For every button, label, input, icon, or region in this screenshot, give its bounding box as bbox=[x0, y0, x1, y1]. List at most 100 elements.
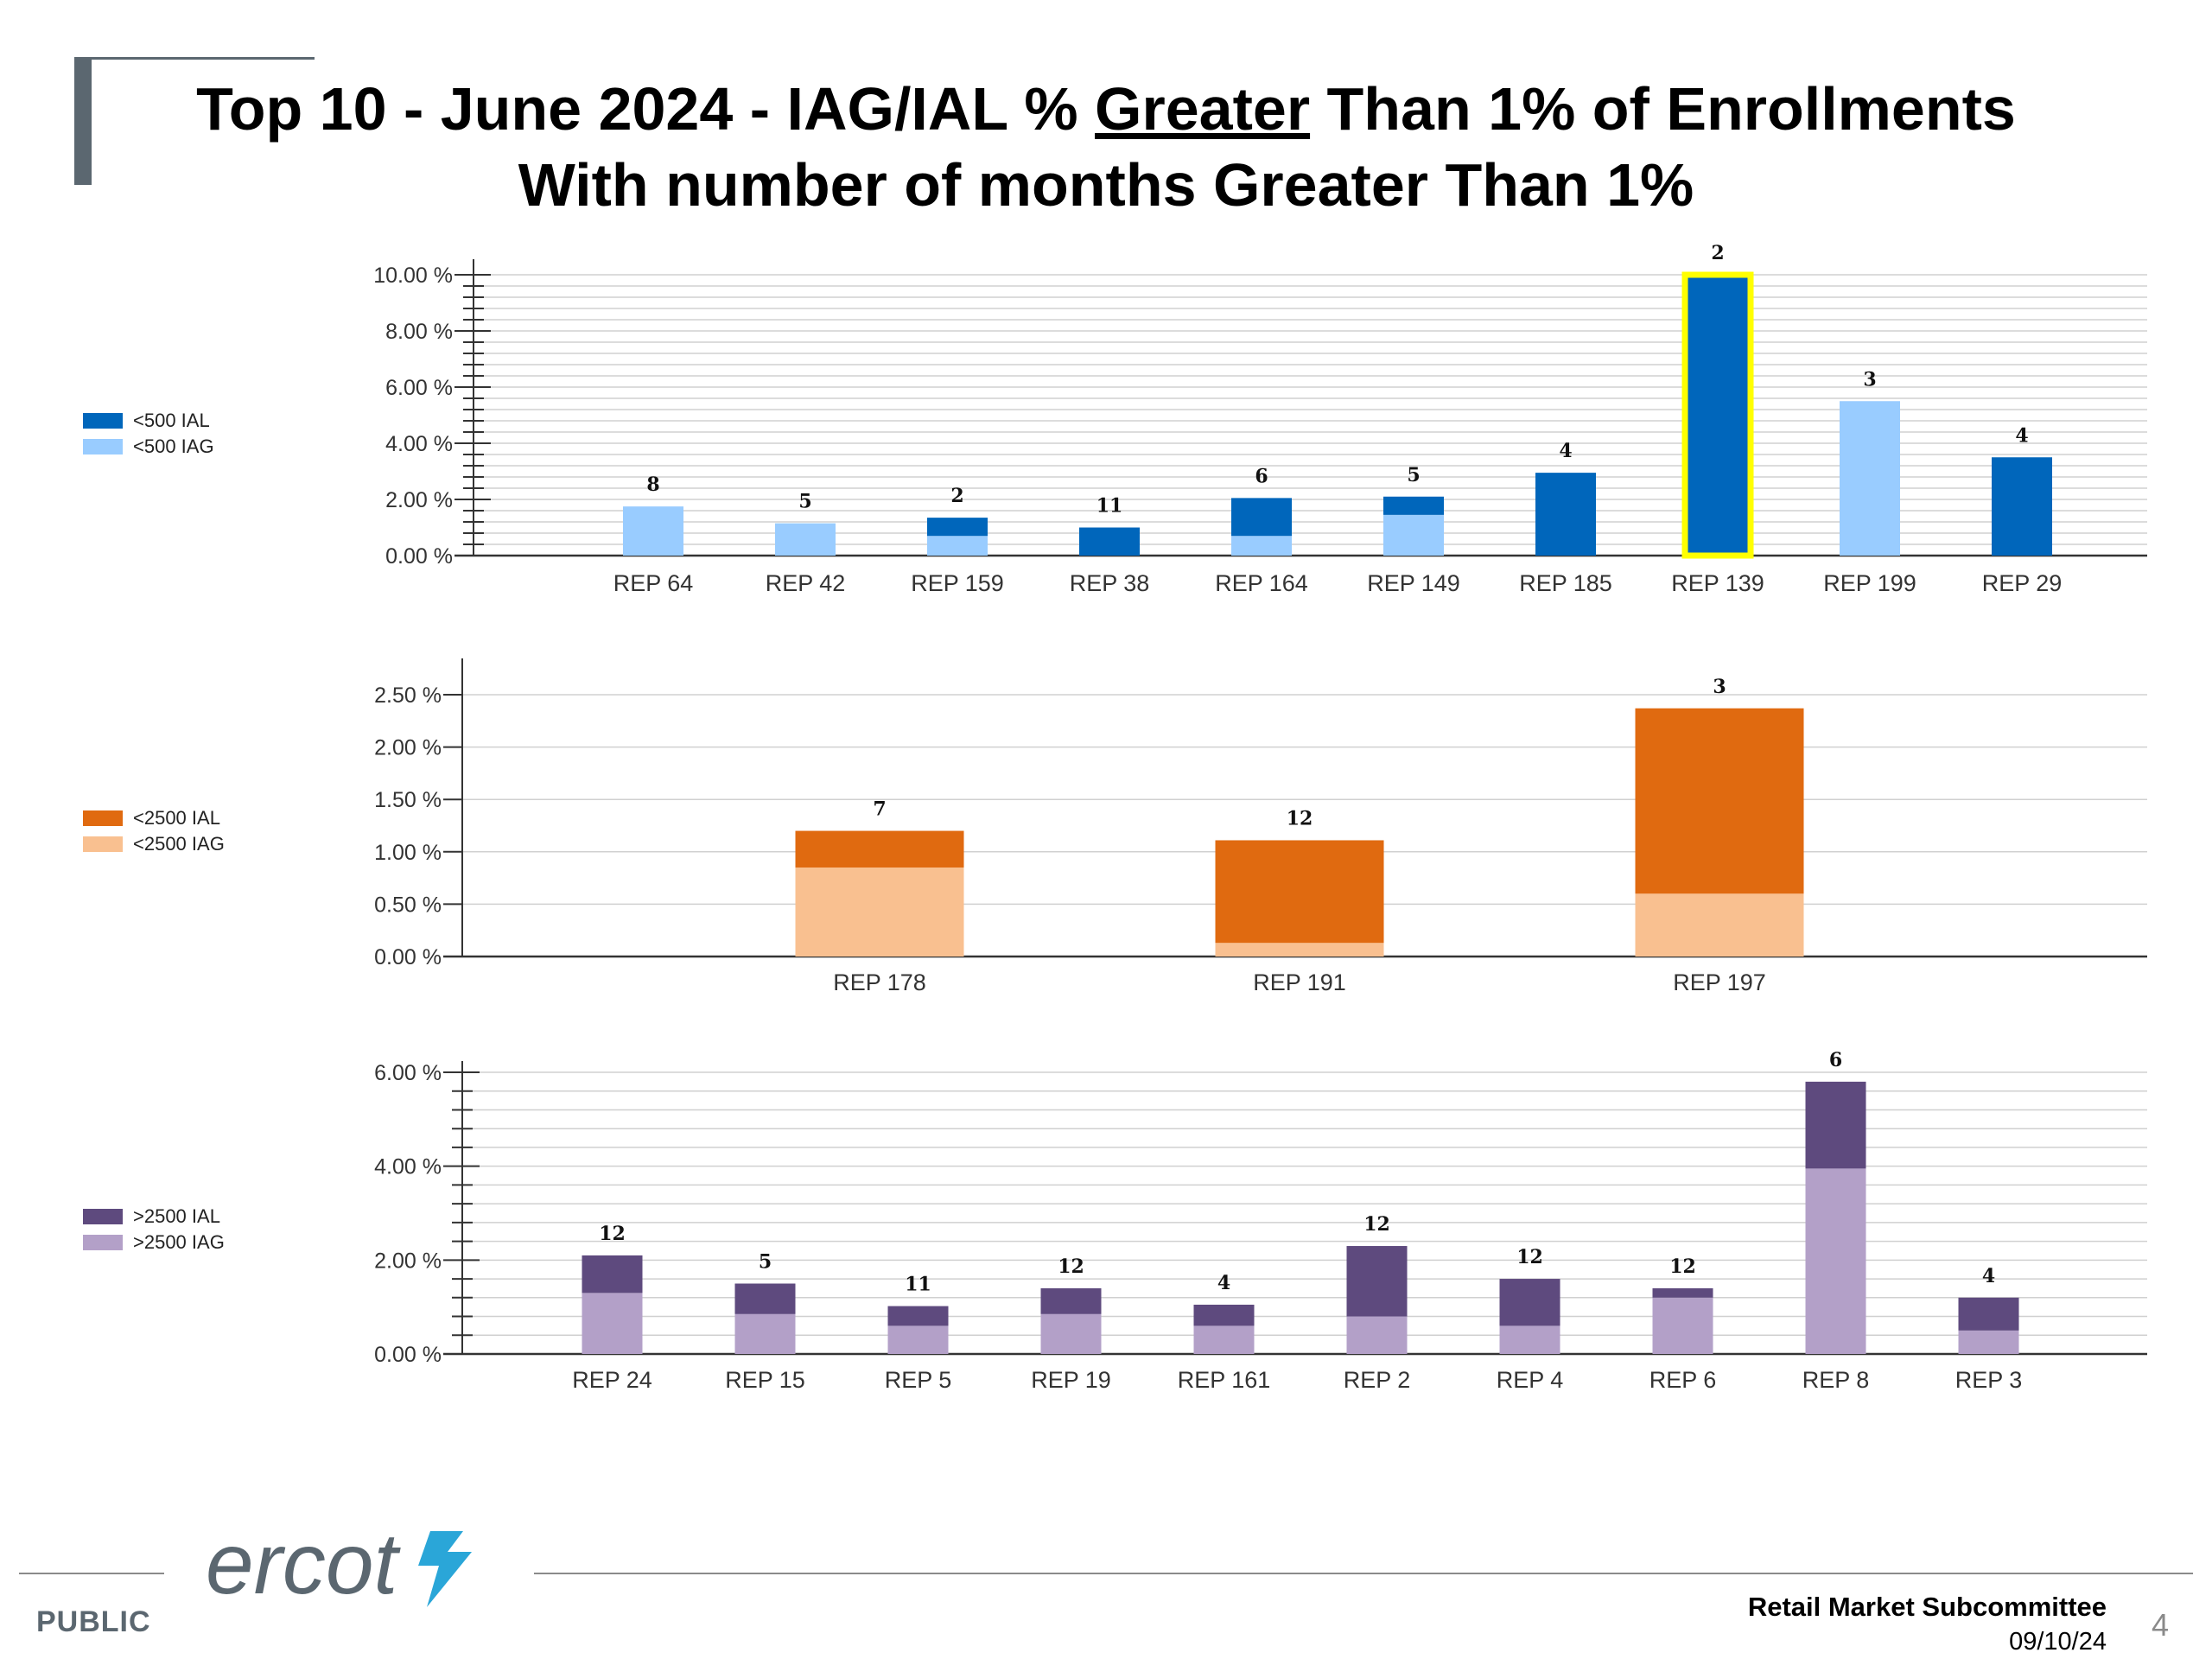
legend-item: <2500 IAG bbox=[83, 831, 225, 857]
y-tick-label: 1.50 % bbox=[374, 788, 442, 812]
legend-item: >2500 IAG bbox=[83, 1230, 225, 1255]
bar-segment bbox=[734, 1313, 796, 1354]
y-tick-label: 0.00 % bbox=[385, 544, 453, 569]
legend-chart-1: <500 IAL <500 IAG bbox=[83, 408, 214, 460]
y-tick-label: 2.00 % bbox=[385, 488, 453, 512]
bar-segment bbox=[1040, 1313, 1102, 1354]
legend-label: <2500 IAG bbox=[133, 833, 225, 855]
legend-chart-3: >2500 IAL >2500 IAG bbox=[83, 1204, 225, 1255]
category-label: REP 161 bbox=[1178, 1367, 1271, 1393]
data-label: 11 bbox=[905, 1274, 931, 1296]
bar-segment bbox=[1652, 1297, 1713, 1354]
bar-segment bbox=[1231, 498, 1292, 537]
legend-label: <2500 IAL bbox=[133, 807, 220, 829]
category-label: REP 24 bbox=[572, 1367, 652, 1393]
legend-swatch bbox=[83, 1235, 123, 1250]
category-label: REP 197 bbox=[1673, 969, 1766, 995]
bar-segment bbox=[734, 1283, 796, 1314]
bar-segment bbox=[1079, 527, 1140, 556]
data-label: 6 bbox=[1829, 1049, 1842, 1071]
footer-committee: Retail Market Subcommittee bbox=[1747, 1592, 2107, 1622]
footer-rule-right bbox=[534, 1573, 2193, 1574]
y-tick-label: 8.00 % bbox=[385, 320, 453, 344]
data-label: 8 bbox=[646, 474, 659, 496]
y-tick-label: 2.00 % bbox=[374, 736, 442, 760]
bar-segment bbox=[887, 1325, 949, 1354]
category-label: REP 178 bbox=[833, 969, 926, 995]
legend-label: <500 IAG bbox=[133, 435, 214, 457]
bar-segment bbox=[1805, 1168, 1866, 1354]
legend-swatch bbox=[83, 439, 123, 454]
bar-highlight bbox=[1681, 271, 1754, 559]
bar-segment bbox=[1346, 1246, 1408, 1317]
category-label: REP 164 bbox=[1215, 570, 1308, 596]
legend-label: >2500 IAG bbox=[133, 1231, 225, 1253]
category-label: REP 4 bbox=[1497, 1367, 1564, 1393]
bar-segment bbox=[1383, 496, 1444, 515]
data-label: 4 bbox=[1982, 1265, 1995, 1287]
title-line-2: With number of months Greater Than 1% bbox=[518, 151, 1694, 219]
footer-rule-left bbox=[19, 1573, 164, 1574]
data-label: 12 bbox=[1669, 1255, 1696, 1278]
y-tick-label: 2.00 % bbox=[374, 1249, 442, 1273]
legend-swatch bbox=[83, 413, 123, 429]
page-title: Top 10 - June 2024 - IAG/IAL % Greater T… bbox=[0, 71, 2212, 223]
bar-segment bbox=[1193, 1304, 1255, 1326]
legend-label: <500 IAL bbox=[133, 410, 210, 431]
bar-segment bbox=[1688, 275, 1748, 556]
bar-segment bbox=[1535, 473, 1596, 556]
bar-segment bbox=[1635, 708, 1804, 894]
bar-segment bbox=[887, 1306, 949, 1326]
bar-segment bbox=[927, 518, 988, 537]
category-label: REP 38 bbox=[1070, 570, 1150, 596]
data-label: 4 bbox=[1559, 440, 1572, 462]
ercot-bolt-icon bbox=[418, 1531, 472, 1607]
public-label: PUBLIC bbox=[36, 1605, 151, 1638]
legend-swatch bbox=[83, 836, 123, 852]
bar-segment bbox=[1805, 1081, 1866, 1169]
data-label: 12 bbox=[1363, 1213, 1390, 1236]
bar-segment bbox=[582, 1293, 643, 1354]
y-tick-label: 0.50 % bbox=[374, 893, 442, 917]
category-label: REP 5 bbox=[885, 1367, 952, 1393]
category-label: REP 159 bbox=[911, 570, 1004, 596]
y-tick-label: 6.00 % bbox=[374, 1061, 442, 1085]
bar-segment bbox=[795, 830, 964, 868]
bar-segment bbox=[1635, 893, 1804, 957]
bar-segment bbox=[795, 867, 964, 957]
category-label: REP 64 bbox=[613, 570, 694, 596]
bar-segment bbox=[582, 1255, 643, 1294]
category-label: REP 15 bbox=[725, 1367, 805, 1393]
legend-item: <500 IAG bbox=[83, 434, 214, 460]
data-label: 3 bbox=[1863, 368, 1876, 391]
y-tick-label: 0.00 % bbox=[374, 945, 442, 969]
data-label: 7 bbox=[873, 798, 886, 821]
bar-segment bbox=[1499, 1279, 1560, 1326]
bar-segment bbox=[1840, 401, 1900, 556]
bar-segment bbox=[775, 523, 836, 556]
title-line-1: Top 10 - June 2024 - IAG/IAL % Greater T… bbox=[196, 75, 2016, 143]
y-tick-label: 0.00 % bbox=[374, 1343, 442, 1367]
category-label: REP 2 bbox=[1344, 1367, 1411, 1393]
category-label: REP 8 bbox=[1802, 1367, 1870, 1393]
category-label: REP 3 bbox=[1955, 1367, 2023, 1393]
y-tick-label: 4.00 % bbox=[385, 432, 453, 456]
y-tick-label: 1.00 % bbox=[374, 841, 442, 865]
page-number: 4 bbox=[2151, 1607, 2169, 1643]
bar-segment bbox=[1346, 1316, 1408, 1354]
legend-item: <500 IAL bbox=[83, 408, 214, 434]
category-label: REP 6 bbox=[1649, 1367, 1717, 1393]
category-label: REP 19 bbox=[1031, 1367, 1111, 1393]
legend-swatch bbox=[83, 810, 123, 826]
category-label: REP 139 bbox=[1671, 570, 1764, 596]
category-label: REP 199 bbox=[1823, 570, 1916, 596]
data-label: 5 bbox=[798, 491, 811, 513]
bar-segment bbox=[1992, 457, 2052, 556]
y-tick-label: 6.00 % bbox=[385, 376, 453, 400]
legend-swatch bbox=[83, 1209, 123, 1224]
data-label: 12 bbox=[1516, 1246, 1543, 1268]
legend-label: >2500 IAL bbox=[133, 1205, 220, 1227]
data-label: 5 bbox=[759, 1251, 772, 1274]
footer-date: 09/10/24 bbox=[2009, 1628, 2107, 1656]
bar-segment bbox=[1040, 1287, 1102, 1314]
